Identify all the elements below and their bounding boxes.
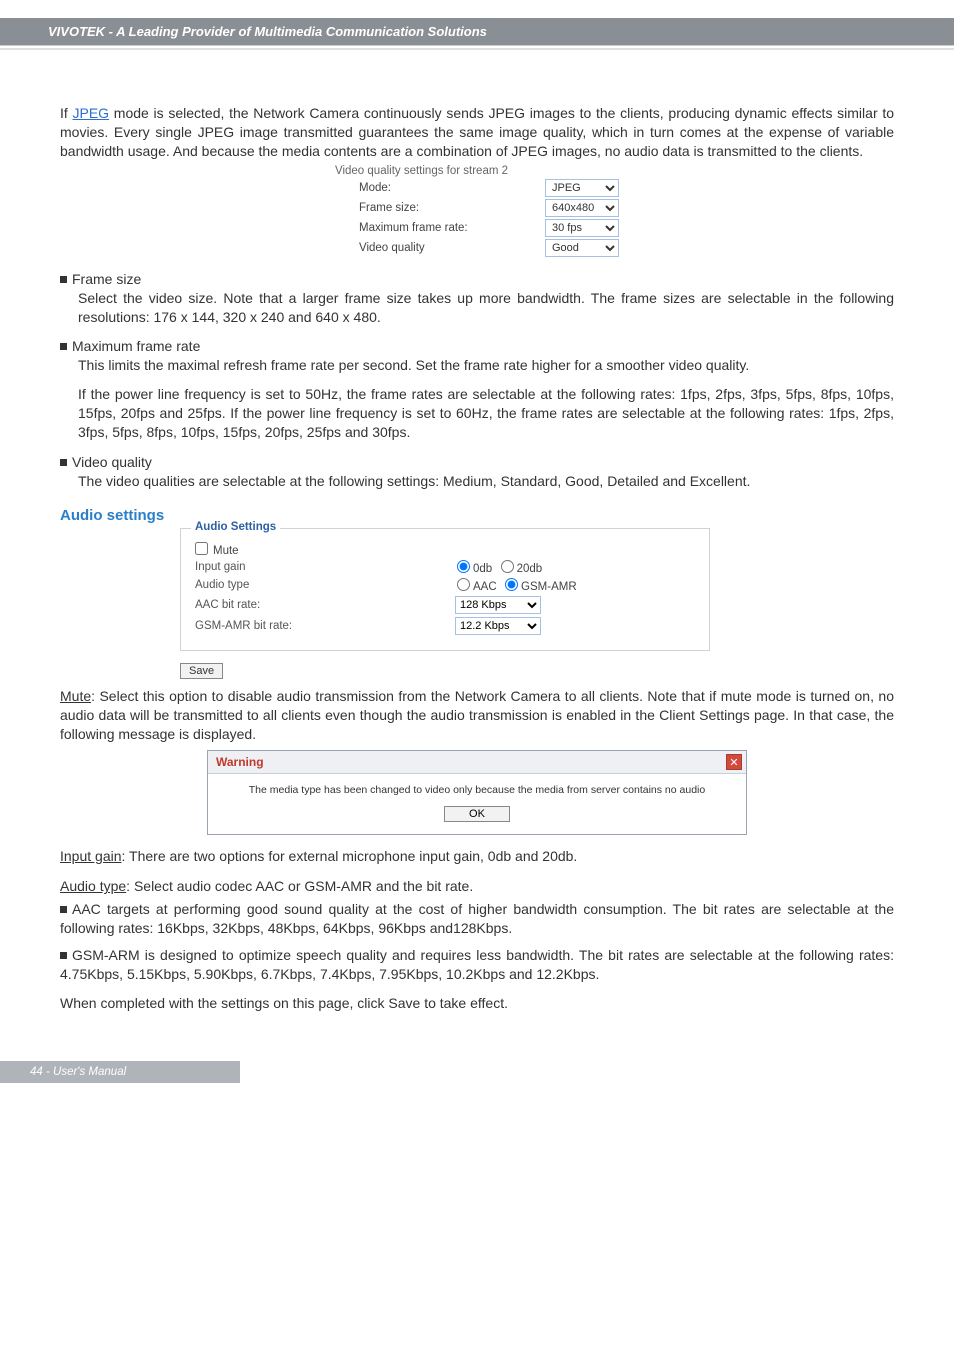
jpeg-link[interactable]: JPEG [73, 105, 110, 121]
max-rate-select[interactable]: 30 fps [545, 219, 619, 237]
close-icon[interactable]: ✕ [726, 754, 742, 770]
video-quality-heading: Video quality [60, 454, 894, 470]
mode-select[interactable]: JPEG [545, 179, 619, 197]
mute-label: Mute [213, 545, 239, 557]
audio-type-label: Audio type [195, 579, 455, 591]
intro-before: If [60, 105, 73, 121]
final-paragraph: When completed with the settings on this… [60, 994, 894, 1013]
mode-label: Mode: [335, 182, 545, 194]
page-header: VIVOTEK - A Leading Provider of Multimed… [0, 18, 954, 46]
mute-paragraph: Mute: Select this option to disable audi… [60, 687, 894, 744]
mute-rest: : Select this option to disable audio tr… [60, 688, 894, 742]
audio-type-aac-text: AAC [473, 581, 497, 593]
mute-checkbox[interactable] [195, 542, 208, 555]
stream2-title: Video quality settings for stream 2 [335, 165, 619, 177]
mute-lead: Mute [60, 688, 91, 704]
input-gain-20-radio[interactable] [501, 560, 514, 573]
input-gain-paragraph: Input gain: There are two options for ex… [60, 847, 894, 866]
input-gain-0-text: 0db [473, 563, 492, 575]
input-gain-20-text: 20db [517, 563, 543, 575]
ok-button[interactable]: OK [444, 806, 510, 822]
input-gain-lead: Input gain [60, 848, 122, 864]
quality-select[interactable]: Good [545, 239, 619, 257]
warning-title: Warning [216, 755, 264, 769]
intro-paragraph: If JPEG mode is selected, the Network Ca… [60, 104, 894, 161]
frame-size-label: Frame size: [335, 202, 545, 214]
video-quality-body: The video qualities are selectable at th… [78, 472, 894, 491]
input-gain-rest: : There are two options for external mic… [122, 848, 578, 864]
max-frame-rate-body1: This limits the maximal refresh frame ra… [78, 356, 894, 375]
max-frame-rate-heading: Maximum frame rate [60, 338, 894, 354]
aac-bullet-text: AAC targets at performing good sound qua… [60, 901, 894, 936]
max-frame-rate-body2: If the power line frequency is set to 50… [78, 385, 894, 442]
stream2-settings: Video quality settings for stream 2 Mode… [335, 165, 619, 259]
audio-legend: Audio Settings [191, 521, 280, 533]
intro-after: mode is selected, the Network Camera con… [60, 105, 894, 159]
gsm-bullet-text: GSM-ARM is designed to optimize speech q… [60, 947, 894, 982]
frame-size-heading: Frame size [60, 271, 894, 287]
quality-label: Video quality [335, 242, 545, 254]
header-divider [0, 48, 954, 50]
gsm-bitrate-select[interactable]: 12.2 Kbps [455, 617, 541, 635]
input-gain-0-radio[interactable] [457, 560, 470, 573]
frame-size-select[interactable]: 640x480 [545, 199, 619, 217]
warning-message: The media type has been changed to video… [214, 784, 740, 796]
warning-dialog: Warning ✕ The media type has been change… [207, 750, 747, 835]
audio-type-paragraph: Audio type: Select audio codec AAC or GS… [60, 877, 894, 896]
audio-settings-heading: Audio settings [60, 507, 894, 524]
gsm-bitrate-label: GSM-AMR bit rate: [195, 620, 455, 632]
frame-size-body: Select the video size. Note that a large… [78, 289, 894, 327]
aac-bitrate-label: AAC bit rate: [195, 599, 455, 611]
audio-type-rest: : Select audio codec AAC or GSM-AMR and … [126, 878, 473, 894]
input-gain-label: Input gain [195, 561, 455, 573]
audio-type-gsm-text: GSM-AMR [521, 581, 577, 593]
audio-type-gsm-radio[interactable] [505, 578, 518, 591]
audio-type-lead: Audio type [60, 878, 126, 894]
save-button[interactable]: Save [180, 663, 223, 679]
aac-bitrate-select[interactable]: 128 Kbps [455, 596, 541, 614]
max-rate-label: Maximum frame rate: [335, 222, 545, 234]
audio-type-aac-radio[interactable] [457, 578, 470, 591]
audio-settings-panel: Audio Settings Mute Input gain 0db 20db … [180, 528, 710, 651]
page-footer: 44 - User's Manual [0, 1061, 240, 1083]
